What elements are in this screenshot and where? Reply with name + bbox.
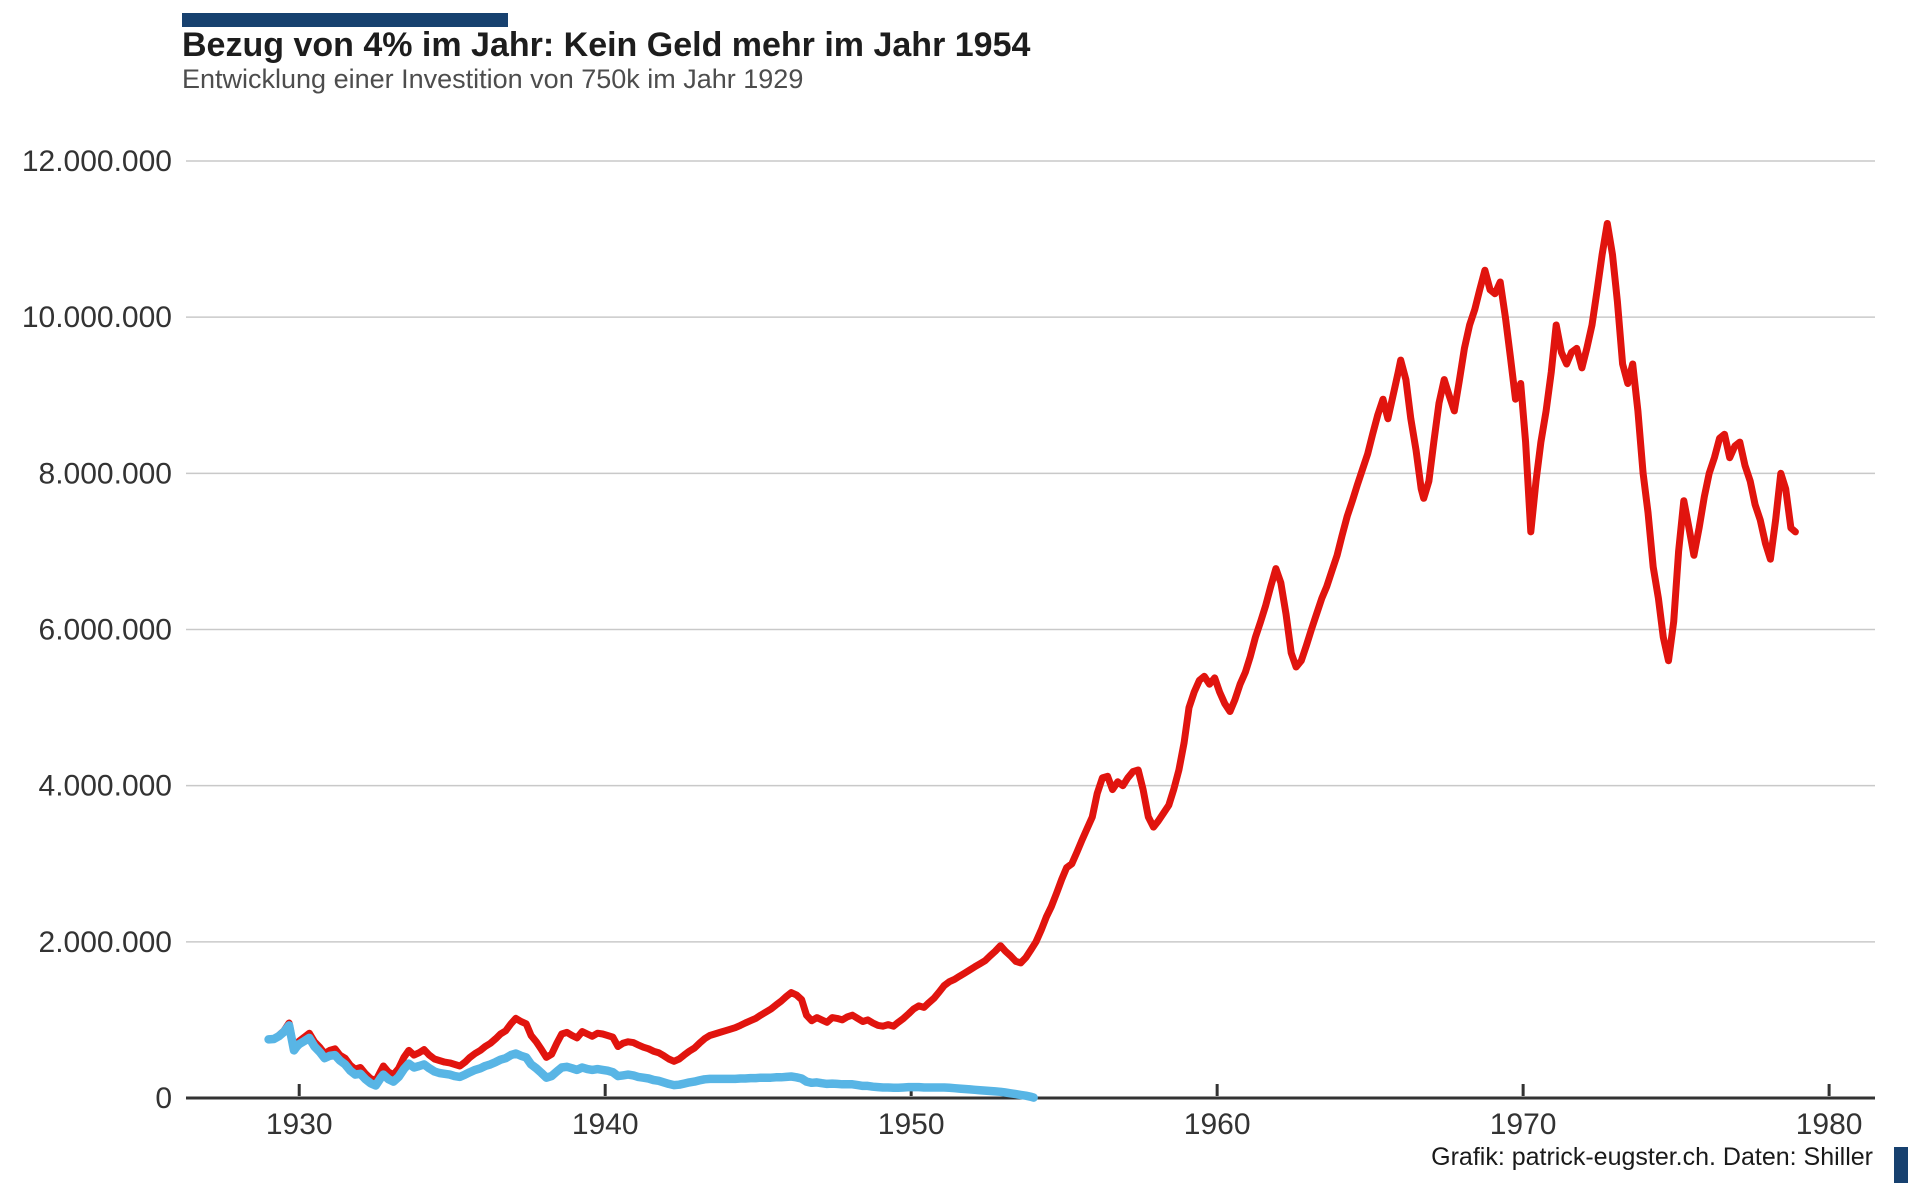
- x-axis-ticks: 1930 1940 1950 1960 1970 1980: [266, 1084, 1863, 1141]
- y-axis-label: 10.000.000: [22, 301, 172, 334]
- y-axis-labels: 0 2.000.000 4.000.000 6.000.000 8.000.000 10.…: [22, 145, 172, 1115]
- header-accent-bar: [182, 13, 508, 27]
- y-axis-label: 4.000.000: [39, 770, 172, 803]
- y-axis-label: 6.000.000: [39, 614, 172, 647]
- series-line-mit-bezug-4pct: [264, 1021, 1038, 1102]
- x-axis-label: 1970: [1490, 1108, 1557, 1141]
- x-axis-label: 1950: [878, 1108, 945, 1141]
- x-axis-label: 1980: [1796, 1108, 1863, 1141]
- series-line-ohne-bezug: [265, 220, 1799, 1085]
- x-axis-label: 1930: [266, 1108, 333, 1141]
- x-axis-label: 1940: [572, 1108, 639, 1141]
- y-axis-label: 0: [155, 1082, 172, 1115]
- brand-square: [1894, 1147, 1908, 1183]
- page-subtitle: Entwicklung einer Investition von 750k i…: [182, 64, 804, 94]
- credit-text: Grafik: patrick-eugster.ch. Daten: Shill…: [1431, 1143, 1873, 1171]
- y-axis-label: 8.000.000: [39, 457, 172, 490]
- y-axis-label: 12.000.000: [22, 145, 172, 178]
- x-axis-label: 1960: [1184, 1108, 1251, 1141]
- page-title: Bezug von 4% im Jahr: Kein Geld mehr im …: [182, 26, 1031, 64]
- y-axis-label: 2.000.000: [39, 926, 172, 959]
- gridlines: [186, 160, 1875, 943]
